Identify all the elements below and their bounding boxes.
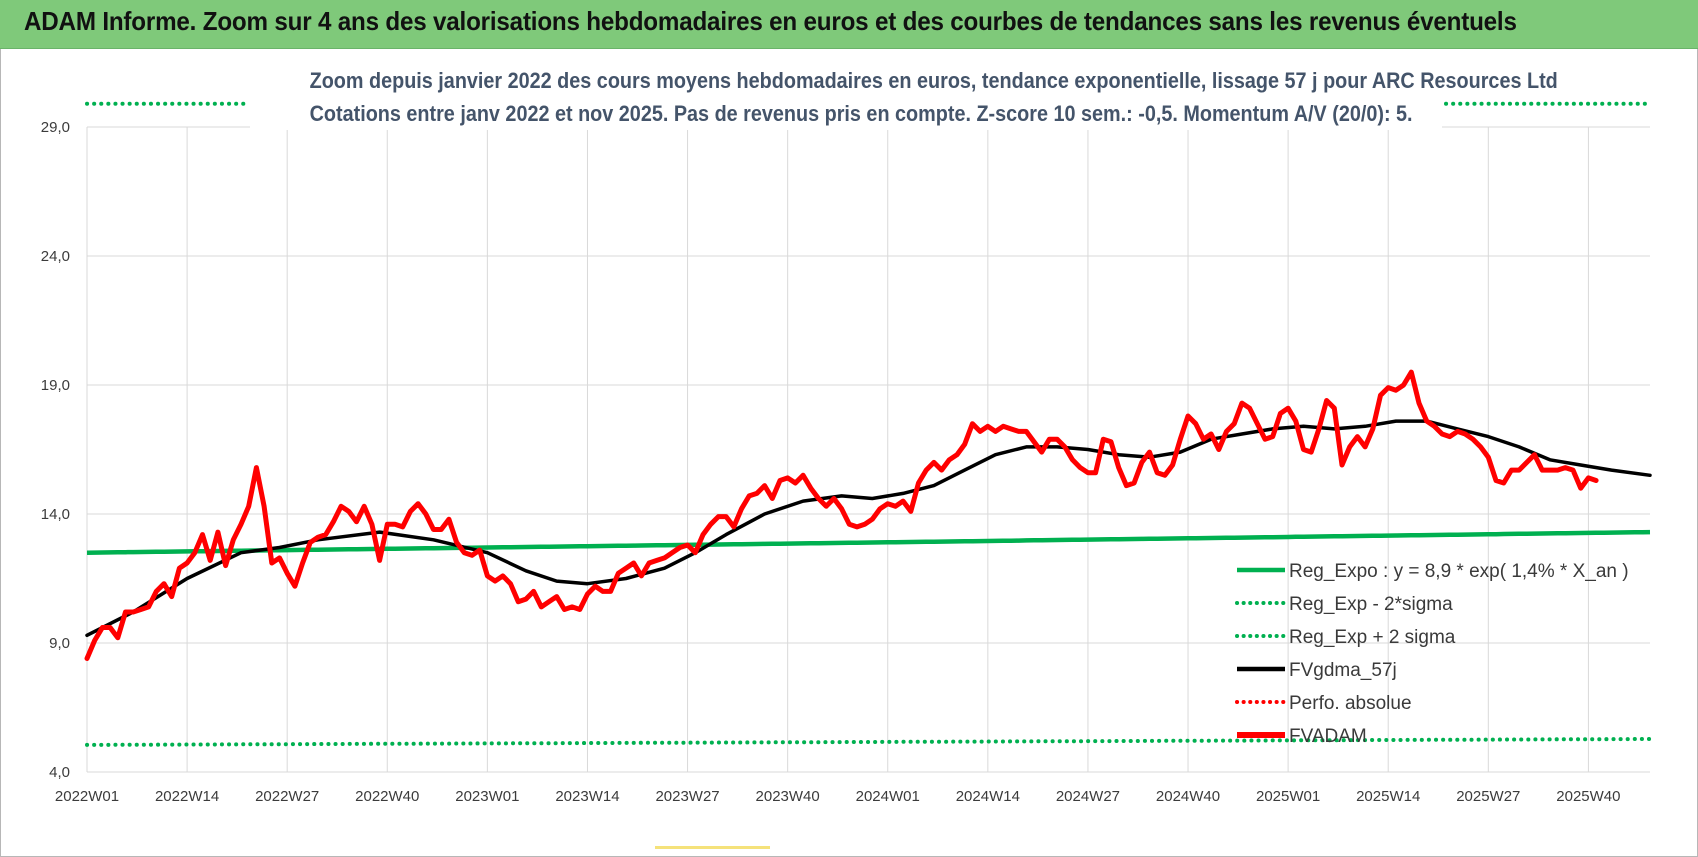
y-tick-label: 9,0 <box>49 635 70 652</box>
x-tick-label: 2024W40 <box>1156 788 1220 805</box>
banner-title: ADAM Informe. Zoom sur 4 ans des valoris… <box>24 6 1517 36</box>
x-tick-label: 2023W40 <box>756 788 820 805</box>
x-tick-label: 2025W14 <box>1356 788 1420 805</box>
legend-label: Perfo. absolue <box>1289 693 1412 714</box>
x-tick-label: 2022W14 <box>155 788 219 805</box>
y-tick-label: 4,0 <box>49 764 70 781</box>
legend: Reg_Expo : y = 8,9 * exp( 1,4% * X_an ) R… <box>1235 561 1629 747</box>
grid <box>86 126 1650 773</box>
chart-title-line2: Cotations entre janv 2022 et nov 2025. P… <box>309 101 1413 126</box>
legend-label: Reg_Exp + 2 sigma <box>1289 627 1456 648</box>
x-tick-label: 2025W27 <box>1456 788 1520 805</box>
x-tick-label: 2022W01 <box>55 788 119 805</box>
y-axis-ticks: 4,0 9,0 14,0 19,0 24,0 29,0 <box>41 119 70 781</box>
x-tick-label: 2023W14 <box>555 788 619 805</box>
series-group <box>84 101 1652 747</box>
y-tick-label: 24,0 <box>41 248 70 265</box>
legend-label: Reg_Expo : y = 8,9 * exp( 1,4% * X_an ) <box>1289 561 1629 582</box>
legend-label: FVgdma_57j <box>1289 660 1397 681</box>
y-tick-label: 14,0 <box>41 506 70 523</box>
chart-title: Zoom depuis janvier 2022 des cours moyen… <box>250 64 1558 130</box>
legend-label: Reg_Exp - 2*sigma <box>1289 594 1453 615</box>
legend-label: FVADAM <box>1289 726 1367 747</box>
chart-title-line1: Zoom depuis janvier 2022 des cours moyen… <box>309 68 1558 93</box>
x-tick-label: 2024W01 <box>856 788 920 805</box>
x-axis-ticks: 2022W01 2022W14 2022W27 2022W40 2023W01 2023W… <box>55 788 1621 805</box>
x-tick-label: 2022W27 <box>255 788 319 805</box>
x-tick-label: 2023W27 <box>655 788 719 805</box>
x-tick-label: 2025W40 <box>1556 788 1620 805</box>
y-tick-label: 29,0 <box>41 119 70 136</box>
reg-exp-minus-2sigma-line <box>85 737 1652 747</box>
reg-expo-line <box>86 529 1651 555</box>
x-tick-label: 2022W40 <box>355 788 419 805</box>
accent-strip <box>655 846 770 849</box>
y-tick-label: 19,0 <box>41 377 70 394</box>
fvgdma-57j-line <box>85 419 1652 638</box>
banner: ADAM Informe. Zoom sur 4 ans des valoris… <box>0 0 1698 49</box>
x-tick-label: 2024W14 <box>956 788 1020 805</box>
x-tick-label: 2025W01 <box>1256 788 1320 805</box>
x-tick-label: 2024W27 <box>1056 788 1120 805</box>
fvadam-line <box>84 369 1599 661</box>
x-tick-label: 2023W01 <box>455 788 519 805</box>
